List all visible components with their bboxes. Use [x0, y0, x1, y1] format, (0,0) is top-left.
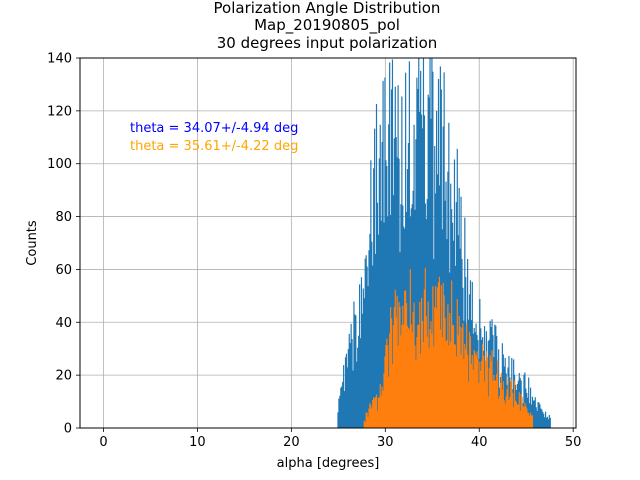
histogram-bars — [337, 58, 551, 428]
x-tick-label: 20 — [283, 435, 300, 450]
plot-frame — [79, 57, 577, 429]
y-tick-label: 140 — [47, 52, 72, 67]
y-tick-label: 120 — [47, 104, 72, 119]
y-tick-label: 0 — [64, 422, 72, 437]
chart-title-line-3: 30 degrees input polarization — [217, 34, 438, 52]
chart-title-line-2: Map_20190805_pol — [254, 16, 400, 35]
y-axis-label: Counts — [25, 220, 40, 266]
annotation-blue: theta = 34.07+/-4.94 deg — [130, 121, 298, 136]
y-tick-label: 60 — [55, 263, 72, 278]
y-tick-label: 40 — [55, 316, 72, 331]
x-tick-label: 40 — [471, 435, 488, 450]
y-tick-label: 80 — [55, 210, 72, 225]
x-tick-label: 0 — [99, 435, 107, 450]
histogram-bars-series-2 — [363, 267, 534, 428]
y-tick-label: 20 — [55, 369, 72, 384]
annotation-orange: theta = 35.61+/-4.22 deg — [130, 139, 298, 154]
plot-area — [80, 58, 576, 428]
axis-ticks: 0 10 20 30 40 50 0 20 40 60 80 100 120 140 — [47, 52, 581, 451]
x-tick-label: 50 — [565, 435, 582, 450]
y-tick-label: 100 — [47, 157, 72, 172]
x-axis-label: alpha [degrees] — [277, 456, 380, 471]
x-tick-label: 30 — [377, 435, 394, 450]
histogram-series-2 — [363, 267, 534, 428]
chart-title-line-1: Polarization Angle Distribution — [214, 0, 441, 17]
x-tick-label: 10 — [189, 435, 206, 450]
